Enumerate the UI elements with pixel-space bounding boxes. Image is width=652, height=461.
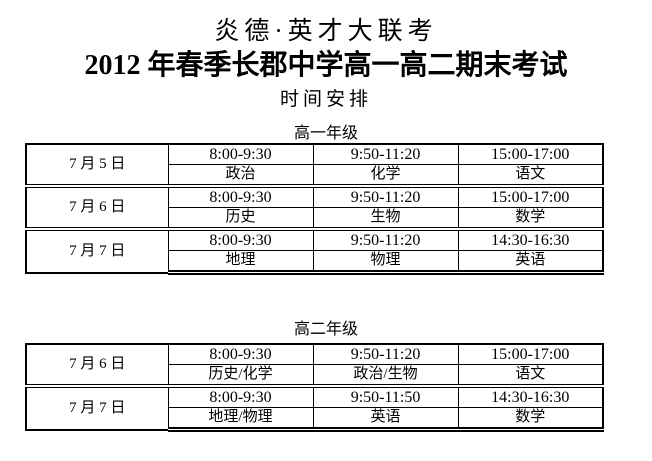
subject-cell: 化学 (312, 164, 459, 187)
time-cell: 14:30-16:30 (457, 384, 604, 408)
time-cell: 15:00-17:00 (457, 343, 604, 365)
subject-cell: 地理/物理 (167, 407, 314, 432)
table-row: 7 月 7 日 8:00-9:30 9:50-11:50 14:30-16:30 (25, 384, 604, 430)
grade2-schedule-table: 7 月 6 日 8:00-9:30 9:50-11:20 15:00-17:00… (25, 343, 604, 432)
table-row: 7 月 5 日 8:00-9:30 9:50-11:20 15:00-17:00 (25, 143, 604, 187)
subject-cell: 语文 (457, 364, 604, 387)
date-cell: 7 月 5 日 (25, 143, 169, 187)
date-cell: 7 月 6 日 (25, 184, 169, 230)
subject-cell: 语文 (457, 164, 604, 187)
time-cell: 15:00-17:00 (457, 143, 604, 165)
time-cell: 8:00-9:30 (167, 227, 314, 251)
subject-cell: 物理 (312, 250, 459, 275)
date-cell: 7 月 6 日 (25, 343, 169, 387)
date-cell: 7 月 7 日 (25, 227, 169, 273)
subject-cell: 历史 (167, 207, 314, 230)
grade1-caption: 高一年级 (293, 125, 358, 142)
time-cell: 9:50-11:50 (312, 384, 459, 408)
time-cell: 8:00-9:30 (167, 384, 314, 408)
time-cell: 15:00-17:00 (457, 184, 604, 208)
subject-cell: 数学 (457, 407, 604, 432)
subject-cell: 英语 (457, 250, 604, 275)
subject-cell: 数学 (457, 207, 604, 230)
time-cell: 8:00-9:30 (167, 343, 314, 365)
grade1-section: 高一年级 7 月 5 日 8:00-9:30 9:50-11:20 15:00-… (0, 124, 652, 275)
date-cell: 7 月 7 日 (25, 384, 169, 430)
subtitle: 时间安排 (279, 89, 372, 110)
series-title: 炎德·英才大联考 (214, 18, 438, 45)
grade1-schedule-table: 7 月 5 日 8:00-9:30 9:50-11:20 15:00-17:00… (25, 143, 604, 275)
time-cell: 8:00-9:30 (167, 184, 314, 208)
grade2-caption: 高二年级 (293, 321, 358, 338)
time-cell: 9:50-11:20 (312, 143, 459, 165)
table-row: 7 月 6 日 8:00-9:30 9:50-11:20 15:00-17:00 (25, 184, 604, 230)
subject-cell: 政治 (167, 164, 314, 187)
subject-cell: 政治/生物 (312, 364, 459, 387)
time-cell: 9:50-11:20 (312, 184, 459, 208)
subject-cell: 地理 (167, 250, 314, 275)
table-row: 地理 物理 英语 (26, 250, 604, 275)
exam-title: 2012 年春季长郡中学高一高二期末考试 (84, 50, 568, 81)
table-row: 历史 生物 数学 (26, 207, 604, 230)
time-cell: 14:30-16:30 (457, 227, 604, 251)
grade2-section: 高二年级 7 月 6 日 8:00-9:30 9:50-11:20 15:00-… (0, 320, 652, 432)
table-row: 7 月 6 日 8:00-9:30 9:50-11:20 15:00-17:00 (25, 343, 604, 387)
table-row: 地理/物理 英语 数学 (26, 407, 604, 432)
subject-cell: 历史/化学 (167, 364, 314, 387)
time-cell: 9:50-11:20 (312, 343, 459, 365)
subject-cell: 英语 (312, 407, 459, 432)
table-row: 7 月 7 日 8:00-9:30 9:50-11:20 14:30-16:30 (25, 227, 604, 273)
subject-cell: 生物 (312, 207, 459, 230)
time-cell: 8:00-9:30 (167, 143, 314, 165)
time-cell: 9:50-11:20 (312, 227, 459, 251)
